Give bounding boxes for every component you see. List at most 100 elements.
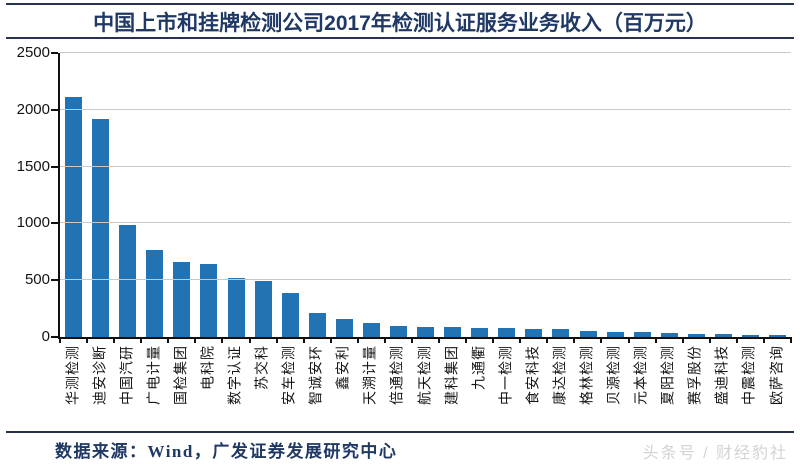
- x-axis-label-slot: 中国汽研: [114, 343, 141, 431]
- y-tick-label: 500: [24, 271, 50, 289]
- bar-格林检测: [579, 330, 597, 337]
- gridline: [60, 52, 791, 53]
- gridline: [60, 165, 791, 167]
- bar-slot: [277, 53, 304, 337]
- x-axis-label-slot: 国检集团: [168, 343, 195, 431]
- bar-slot: [141, 53, 168, 337]
- x-axis-label-slot: 贝源检测: [602, 343, 629, 431]
- x-axis-label: 盛迪科技: [715, 345, 731, 405]
- x-tick: [59, 337, 61, 343]
- x-axis-label: 九通衢: [472, 345, 488, 390]
- x-axis-label: 贝源检测: [607, 345, 623, 405]
- x-axis-label: 元本检测: [634, 345, 650, 405]
- source-note: 数据来源：Wind，广发证券发展研究中心: [55, 442, 398, 461]
- bar-食安科技: [525, 328, 543, 337]
- bar-slot: [222, 53, 249, 337]
- bar-国检集团: [173, 261, 191, 337]
- x-tick: [519, 337, 522, 343]
- x-axis-label: 苏交科: [255, 345, 271, 390]
- x-tick: [383, 337, 386, 343]
- bar-slot: [439, 53, 466, 337]
- x-axis-label: 康达检测: [553, 345, 569, 405]
- x-axis-labels: 华测检测 迪安诊断 中国汽研 广电计量 国检集团 电科院 数字认证 苏交科 安车检测 智诚安环 鑫安…: [60, 343, 791, 431]
- x-tick: [86, 337, 89, 343]
- bar-欧萨咨询: [769, 335, 787, 337]
- x-axis-label: 食安科技: [526, 345, 542, 405]
- plot-area: 0 500 1000 1500 2000 2500: [17, 44, 792, 345]
- x-tick: [248, 337, 251, 343]
- x-tick: [627, 337, 630, 343]
- x-axis-label-slot: 鑫安利: [331, 343, 358, 431]
- bar-安车检测: [281, 293, 299, 337]
- title-bottom-rule: [6, 37, 794, 39]
- bar-天溯计量: [362, 322, 380, 337]
- bar-slot: [602, 53, 629, 337]
- x-axis-label-slot: 盛迪科技: [710, 343, 737, 431]
- bar-slot: [764, 53, 791, 337]
- x-tick: [762, 337, 765, 343]
- x-axis-label: 格林检测: [580, 345, 596, 405]
- y-tick: [51, 165, 58, 168]
- y-tick-label: 2500: [16, 44, 50, 61]
- bar-slot: [168, 53, 195, 337]
- bar-slot: [520, 53, 547, 337]
- x-axis-label: 赛孚股份: [688, 345, 704, 405]
- x-tick: [302, 337, 305, 343]
- y-tick-label: 2000: [16, 100, 50, 118]
- top-rule: [6, 3, 794, 5]
- x-tick: [790, 337, 792, 343]
- x-axis-label-slot: 安车检测: [277, 343, 304, 431]
- bar-中一检测: [498, 328, 516, 337]
- bar-苏交科: [254, 281, 272, 337]
- bar-slot: [358, 53, 385, 337]
- y-axis-line: [58, 53, 60, 339]
- x-tick: [465, 337, 468, 343]
- x-tick: [735, 337, 738, 343]
- x-axis-label-slot: 康达检测: [547, 343, 574, 431]
- chart-title: 中国上市和挂牌检测公司2017年检测认证服务业务收入（百万元）: [93, 12, 707, 35]
- bar-slot: [547, 53, 574, 337]
- watermark: 头条号 / 财经豹社: [642, 445, 788, 462]
- bar-航天检测: [417, 326, 435, 337]
- x-axis-label: 倍通检测: [390, 345, 406, 405]
- x-axis-label: 建科集团: [445, 345, 461, 405]
- x-axis-label: 鑫安利: [336, 345, 352, 390]
- x-axis-label-slot: 广电计量: [141, 343, 168, 431]
- x-tick: [410, 337, 413, 343]
- bar-鑫安利: [335, 319, 353, 337]
- bar-slot: [683, 53, 710, 337]
- x-tick: [573, 337, 576, 343]
- bar-slot: [710, 53, 737, 337]
- bar-slot: [385, 53, 412, 337]
- bar-slot: [493, 53, 520, 337]
- x-axis-label-slot: 航天检测: [412, 343, 439, 431]
- x-axis-label-slot: 苏交科: [250, 343, 277, 431]
- bar-倍通检测: [389, 326, 407, 337]
- bar-广电计量: [146, 249, 164, 337]
- x-axis-label-slot: 中一检测: [493, 343, 520, 431]
- bar-slot: [412, 53, 439, 337]
- x-tick: [546, 337, 549, 343]
- bottom-rule: [6, 431, 794, 433]
- bar-中国汽研: [119, 224, 137, 337]
- x-axis-label-slot: 格林检测: [574, 343, 601, 431]
- x-axis-label-slot: 天溯计量: [358, 343, 385, 431]
- x-axis-label-slot: 赛孚股份: [683, 343, 710, 431]
- x-axis-label-slot: 建科集团: [439, 343, 466, 431]
- y-tick-label: 0: [41, 328, 50, 345]
- x-axis-label: 航天检测: [418, 345, 434, 405]
- x-tick: [113, 337, 116, 343]
- bar-赛孚股份: [687, 333, 705, 337]
- x-tick: [167, 337, 170, 343]
- y-tick-label: 1500: [16, 157, 50, 175]
- bar-华测检测: [65, 97, 83, 337]
- y-tick-label: 1000: [16, 214, 50, 232]
- y-tick: [51, 279, 58, 282]
- bar-中震检测: [741, 334, 759, 337]
- x-tick: [194, 337, 197, 343]
- x-tick: [140, 337, 143, 343]
- x-axis-label: 夏阳检测: [661, 345, 677, 405]
- gridline: [60, 108, 791, 110]
- x-axis-label: 智诚安环: [309, 345, 325, 405]
- bar-九通衢: [471, 327, 489, 337]
